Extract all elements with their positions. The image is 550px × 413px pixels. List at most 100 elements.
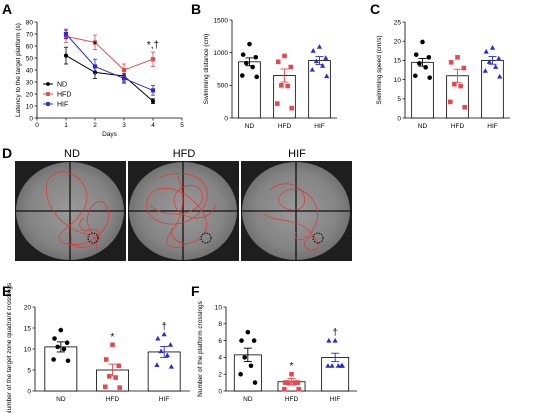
data-point-hif <box>310 48 316 53</box>
data-point-hfd <box>113 375 118 380</box>
data-point-nd <box>420 39 425 45</box>
y-tick-label-c: 25 <box>394 19 402 26</box>
x-tick-label-c: HIF <box>487 123 498 130</box>
data-point-nd <box>65 358 71 364</box>
data-point-hif <box>496 55 502 61</box>
data-point-hif <box>121 76 127 81</box>
legend-marker-nd <box>46 82 50 86</box>
data-point-hif <box>332 337 338 343</box>
series-line-hif <box>65 33 154 91</box>
data-point-hfd <box>275 59 281 65</box>
data-point-hfd <box>458 83 463 89</box>
panel-d-label-hfd: HFD <box>173 148 196 160</box>
panel-e-bar-chart: 0 5 10 15 20 Number of the target zone quadra… <box>6 282 190 413</box>
x-tick-label-c: HFD <box>451 123 465 130</box>
panel-d-label-nd: ND <box>64 148 80 160</box>
data-point-hfd <box>292 380 297 385</box>
x-tick-label-e: HFD <box>106 396 120 403</box>
data-point-hif <box>316 44 323 49</box>
y-tick-label-a: 40 <box>26 67 34 74</box>
data-point-nd <box>55 344 60 350</box>
y-tick-label-a: 60 <box>26 43 34 50</box>
y-tick-label-c: 0 <box>397 115 401 122</box>
data-point-nd <box>244 60 249 66</box>
data-point-nd <box>238 371 243 377</box>
y-tick-label-f: 2 <box>218 372 222 379</box>
significance-annotation-e: * <box>111 332 115 343</box>
data-point-hif <box>323 55 329 60</box>
x-tick-label-a: 5 <box>180 122 184 129</box>
data-point-nd <box>61 346 67 352</box>
y-tick-label-f: 0 <box>218 388 222 395</box>
data-point-nd <box>240 73 245 78</box>
y-tick-label-a: 70 <box>26 31 34 38</box>
y-tick-label-b: 0 <box>224 115 228 122</box>
data-point-hfd <box>448 99 453 105</box>
data-point-nd <box>245 329 251 335</box>
data-point-hif <box>158 348 164 354</box>
data-point-nd <box>242 355 247 360</box>
y-tick-label-f: 10 <box>215 304 223 311</box>
y-tick-label-b: 500 <box>217 83 228 90</box>
data-point-nd <box>417 61 422 66</box>
data-point-hif <box>154 362 160 367</box>
swim-path-image-hif <box>241 161 352 261</box>
y-tick-label-e: 5 <box>27 367 31 374</box>
legend-marker-hfd <box>46 92 50 96</box>
data-point-nd <box>426 55 432 60</box>
x-tick-label-c: ND <box>418 123 428 130</box>
y-tick-label-e: 20 <box>24 304 32 311</box>
data-point-hfd <box>275 101 280 106</box>
y-tick-label-a: 0 <box>29 115 33 122</box>
y-tick-label-c: 20 <box>394 39 402 46</box>
legend-marker-hif <box>46 102 50 106</box>
y-tick-label-c: 10 <box>394 77 402 84</box>
significance-annotation-f: † <box>332 328 338 339</box>
data-point-hif <box>168 363 174 369</box>
swim-path-image-hfd <box>128 161 239 261</box>
data-point-hif <box>63 31 69 37</box>
data-point-nd <box>64 340 70 346</box>
panel-c-bar-chart: 0 5 10 15 20 25 Swimming speed (cm/s) ND HFD HIF <box>376 19 510 130</box>
data-point-hfd <box>282 380 288 385</box>
x-tick-label-a: 3 <box>122 122 126 129</box>
y-tick-label-f: 8 <box>218 321 222 328</box>
data-point-hif <box>497 73 503 79</box>
data-point-hfd <box>289 105 294 111</box>
data-point-hif <box>335 363 341 368</box>
platform-marker-hif <box>312 232 324 244</box>
y-axis-label-f: Number of the platform crossings <box>197 300 204 396</box>
y-tick-label-c: 5 <box>397 96 401 103</box>
panel-a-line-chart: 0 10 20 30 40 50 60 70 80 0 1 2 3 4 5 Days Latency to th… <box>15 19 184 138</box>
data-point-hif <box>92 64 98 69</box>
data-point-hfd <box>121 67 127 73</box>
y-tick-label-c: 15 <box>394 58 402 65</box>
data-point-hfd <box>452 81 457 87</box>
bar-hif <box>321 356 350 392</box>
data-point-hif <box>326 337 332 343</box>
data-point-hif <box>320 63 326 68</box>
data-point-nd <box>63 53 69 58</box>
x-tick-label-e: ND <box>56 396 66 403</box>
data-point-nd <box>254 74 259 80</box>
x-tick-label-f: HIF <box>330 396 341 403</box>
y-tick-label-e: 0 <box>27 388 31 395</box>
data-point-nd <box>427 75 433 80</box>
panel-d-label-hif: HIF <box>288 148 306 160</box>
data-point-hfd <box>455 55 460 60</box>
x-tick-label-b: HFD <box>278 123 292 130</box>
series-line-nd <box>65 55 154 102</box>
platform-marker-hfd <box>200 232 212 244</box>
data-point-nd <box>252 380 258 385</box>
data-point-hfd <box>296 387 301 392</box>
x-tick-label-b: ND <box>245 123 255 130</box>
panel-letter-c: C <box>370 1 380 17</box>
bar-nd <box>44 346 78 392</box>
data-point-hif <box>489 45 496 50</box>
data-point-nd <box>150 99 156 104</box>
data-point-nd <box>248 363 254 369</box>
swim-trajectory-hfd <box>146 173 217 248</box>
data-point-hfd <box>279 83 284 88</box>
legend-label-nd: ND <box>57 81 67 88</box>
